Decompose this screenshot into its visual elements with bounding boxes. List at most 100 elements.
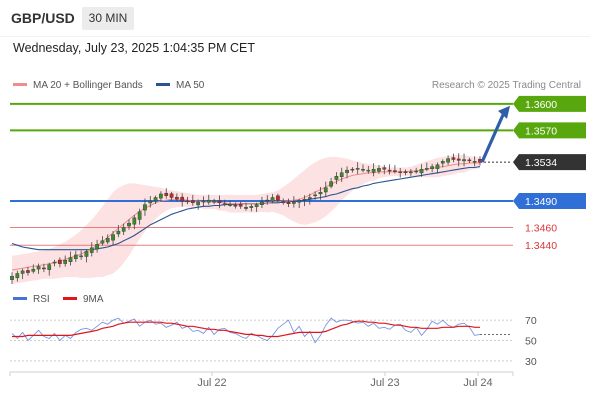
candle-body bbox=[249, 206, 254, 208]
candle-body bbox=[190, 200, 195, 204]
level-tag-resistance bbox=[513, 122, 586, 139]
candle-body bbox=[382, 167, 387, 170]
candle-body bbox=[10, 275, 14, 280]
candle-body bbox=[31, 268, 36, 272]
ma20-line bbox=[11, 162, 480, 271]
candle-body bbox=[440, 161, 445, 164]
candle-body bbox=[95, 244, 99, 250]
candle-body bbox=[393, 170, 397, 172]
candle-body bbox=[424, 168, 429, 170]
timeframe-button[interactable]: 30 MIN bbox=[82, 7, 134, 30]
level-label: 1.3440 bbox=[525, 240, 557, 252]
candle-body bbox=[222, 203, 227, 205]
candle-body bbox=[329, 181, 333, 187]
candle-body bbox=[164, 192, 169, 196]
candle-body bbox=[467, 159, 472, 162]
candle-body bbox=[292, 201, 296, 204]
bollinger-band-fill bbox=[12, 155, 480, 285]
level-label: 1.3460 bbox=[525, 223, 557, 235]
legend-item-ma50: MA 50 bbox=[156, 80, 204, 91]
candle-body bbox=[212, 200, 216, 203]
rsi-ma9-line bbox=[12, 320, 480, 338]
candle-body bbox=[15, 273, 20, 279]
candle-body bbox=[323, 187, 328, 193]
candle-body bbox=[233, 205, 238, 207]
candle-body bbox=[148, 200, 153, 204]
candle-body bbox=[377, 168, 381, 172]
candle-body bbox=[254, 204, 259, 207]
legend-item-ma20: MA 20 + Bollinger Bands bbox=[13, 80, 143, 91]
candle-body bbox=[26, 270, 30, 273]
candle-body bbox=[302, 199, 307, 201]
candle-body bbox=[286, 202, 291, 204]
candle-body bbox=[339, 172, 344, 177]
level-tag-resistance bbox=[513, 95, 586, 112]
candle-body bbox=[430, 166, 434, 169]
candle-body bbox=[175, 196, 179, 200]
candle-body bbox=[355, 168, 360, 170]
level-label: 1.3490 bbox=[525, 196, 557, 208]
candle-body bbox=[350, 168, 355, 171]
candle-body bbox=[42, 267, 46, 270]
level-label: 1.3534 bbox=[525, 157, 557, 169]
candle-body bbox=[100, 240, 105, 244]
level-label: 1.3570 bbox=[525, 125, 557, 137]
candle-body bbox=[409, 171, 413, 174]
x-tick-label: Jul 22 bbox=[197, 377, 226, 389]
ma9-swatch bbox=[63, 296, 77, 300]
candle-body bbox=[116, 230, 121, 235]
candle-body bbox=[260, 201, 264, 205]
candle-body bbox=[143, 204, 147, 211]
level-tag-last bbox=[513, 154, 586, 171]
candles bbox=[10, 153, 482, 284]
candle-body bbox=[307, 197, 312, 199]
legend-ma50-label: MA 50 bbox=[176, 80, 205, 91]
candle-body bbox=[180, 196, 185, 202]
ma20-swatch bbox=[13, 82, 27, 86]
key-levels: 1.3600 1.3570 1.3534 1.3490 1.3460 1.3440 bbox=[10, 95, 586, 252]
legend-item-9ma: 9MA bbox=[63, 294, 104, 305]
candle-body bbox=[52, 261, 57, 264]
candle-body bbox=[281, 201, 286, 204]
candle-body bbox=[228, 204, 232, 206]
candle-body bbox=[462, 159, 466, 162]
candle-body bbox=[132, 217, 137, 225]
candle-body bbox=[79, 255, 83, 258]
candle-body bbox=[36, 266, 41, 270]
x-tick-label: Jul 24 bbox=[463, 377, 492, 389]
level-tag-pivot bbox=[513, 193, 586, 210]
legend-ma20-label: MA 20 + Bollinger Bands bbox=[33, 80, 143, 91]
candle-body bbox=[201, 200, 206, 203]
candle-body bbox=[403, 171, 408, 173]
candle-body bbox=[47, 264, 52, 270]
candle-body bbox=[238, 203, 243, 207]
candle-body bbox=[366, 169, 371, 172]
rsi-swatch bbox=[13, 296, 27, 300]
rsi-panel: 30 50 70 bbox=[10, 315, 537, 368]
candle-body bbox=[419, 169, 424, 174]
rsi-tick-label: 50 bbox=[525, 336, 537, 348]
candle-body bbox=[73, 254, 78, 259]
candle-body bbox=[270, 197, 275, 202]
candle-body bbox=[244, 207, 248, 209]
candle-body bbox=[63, 260, 68, 264]
x-tick-label: Jul 23 bbox=[370, 377, 399, 389]
candle-body bbox=[318, 192, 323, 195]
candle-body bbox=[345, 169, 349, 173]
candle-body bbox=[313, 194, 317, 197]
ma50-swatch bbox=[156, 82, 170, 86]
candle-body bbox=[111, 234, 115, 241]
rsi-line bbox=[11, 317, 481, 344]
legend-9ma-label: 9MA bbox=[83, 294, 104, 305]
candle-body bbox=[451, 157, 456, 160]
candle-body bbox=[265, 199, 270, 202]
rsi-tick-label: 70 bbox=[525, 315, 537, 327]
header-bar: GBP/USD 30 MIN bbox=[0, 0, 590, 36]
candle-body bbox=[137, 211, 142, 220]
symbol-title: GBP/USD bbox=[11, 10, 75, 26]
candle-body bbox=[334, 176, 339, 180]
candle-body bbox=[217, 200, 222, 204]
candle-body bbox=[153, 197, 158, 202]
projection-arrow-head bbox=[498, 105, 510, 119]
